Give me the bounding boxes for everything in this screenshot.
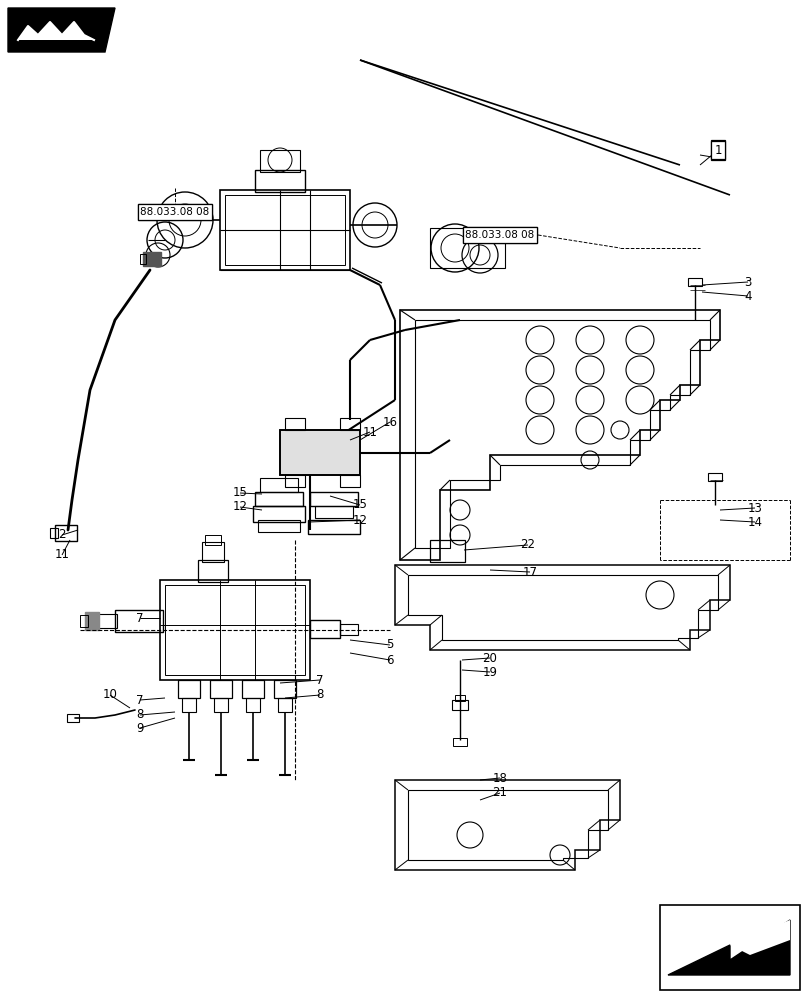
Text: 19: 19 — [482, 666, 497, 678]
Bar — [659, 905, 799, 990]
Text: 18: 18 — [492, 772, 507, 784]
Text: 88.033.08 08: 88.033.08 08 — [465, 230, 534, 240]
Bar — [115, 610, 163, 632]
Text: 88.033.08 08: 88.033.08 08 — [140, 207, 209, 217]
Text: 5: 5 — [386, 639, 393, 652]
Bar — [340, 418, 359, 430]
Bar — [255, 492, 303, 506]
Bar — [280, 430, 359, 475]
Bar — [55, 525, 77, 541]
Text: 13: 13 — [747, 502, 762, 514]
Text: 20: 20 — [482, 652, 497, 664]
Bar — [707, 473, 721, 481]
Bar — [139, 254, 146, 264]
Polygon shape — [18, 22, 94, 40]
Bar — [260, 478, 298, 492]
Text: 12: 12 — [232, 500, 247, 514]
Text: 6: 6 — [386, 654, 393, 666]
Text: 12: 12 — [352, 514, 367, 526]
Polygon shape — [8, 8, 115, 52]
Bar — [280, 430, 359, 475]
Bar — [214, 698, 228, 712]
Text: 15: 15 — [232, 487, 247, 499]
Bar — [307, 520, 359, 534]
Text: 7: 7 — [136, 694, 144, 706]
Bar — [310, 620, 340, 638]
Text: 7: 7 — [136, 611, 144, 624]
Bar — [452, 700, 467, 710]
Bar — [80, 615, 88, 627]
Text: 10: 10 — [102, 688, 118, 702]
Text: 88.033.08 08: 88.033.08 08 — [140, 207, 209, 217]
Polygon shape — [729, 920, 789, 955]
Text: 9: 9 — [136, 722, 144, 734]
Bar — [315, 506, 353, 518]
Bar — [67, 714, 79, 722]
Bar — [340, 475, 359, 487]
Text: 16: 16 — [382, 416, 397, 428]
Text: 15: 15 — [352, 498, 367, 512]
Bar — [198, 560, 228, 582]
Bar — [50, 528, 58, 538]
Text: 8: 8 — [316, 688, 324, 702]
Bar — [95, 614, 117, 628]
Bar — [285, 475, 305, 487]
Bar — [85, 612, 99, 630]
Text: 22: 22 — [520, 538, 534, 552]
Bar — [687, 278, 702, 286]
Bar — [454, 695, 465, 701]
Text: 11: 11 — [362, 426, 377, 438]
Bar — [225, 195, 345, 265]
Polygon shape — [667, 920, 789, 975]
Text: 21: 21 — [492, 786, 507, 800]
Bar — [202, 542, 224, 562]
Text: 1: 1 — [713, 143, 721, 156]
Bar — [258, 520, 299, 532]
Bar — [310, 492, 358, 506]
Text: 3: 3 — [744, 275, 751, 288]
Bar — [430, 228, 504, 268]
Text: 11: 11 — [54, 548, 70, 562]
Bar — [165, 585, 305, 675]
Bar — [204, 535, 221, 545]
Bar — [340, 624, 358, 635]
Bar — [277, 698, 292, 712]
Bar — [255, 170, 305, 192]
Bar — [178, 680, 200, 698]
Bar — [260, 150, 299, 172]
Text: 7: 7 — [315, 674, 324, 686]
Text: 8: 8 — [136, 708, 144, 722]
Bar — [220, 190, 350, 270]
Bar — [253, 506, 305, 522]
Text: 2: 2 — [58, 528, 66, 542]
Text: 4: 4 — [744, 290, 751, 302]
Bar — [182, 698, 195, 712]
Text: 88.033.08 08: 88.033.08 08 — [465, 230, 534, 240]
Text: 14: 14 — [747, 516, 762, 528]
Bar — [273, 680, 296, 698]
Bar — [210, 680, 232, 698]
Bar — [242, 680, 264, 698]
Text: 1: 1 — [714, 143, 721, 156]
Bar — [430, 540, 465, 562]
Bar — [246, 698, 260, 712]
Bar — [143, 252, 161, 266]
Text: 17: 17 — [521, 566, 537, 578]
Bar — [453, 738, 466, 746]
Bar — [160, 580, 310, 680]
Bar — [285, 418, 305, 430]
